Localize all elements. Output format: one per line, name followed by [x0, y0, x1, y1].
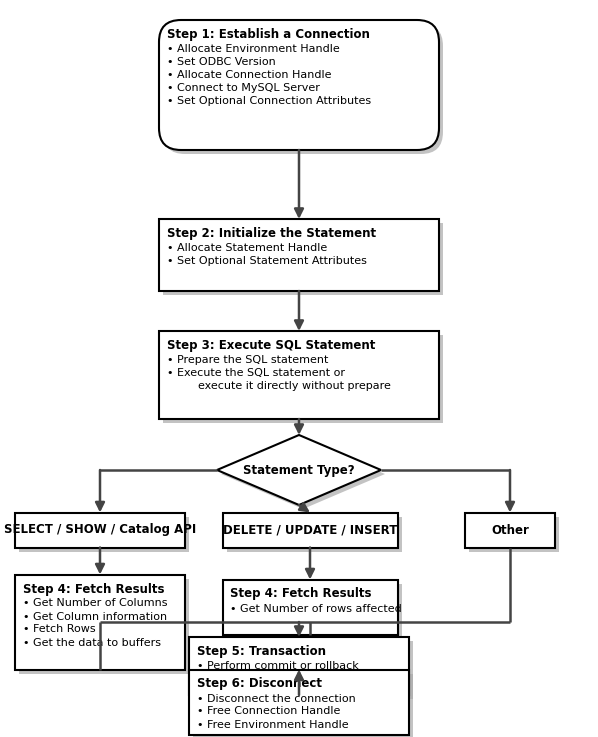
FancyBboxPatch shape	[227, 517, 401, 551]
Text: • Fetch Rows: • Fetch Rows	[23, 624, 96, 635]
FancyBboxPatch shape	[222, 579, 398, 635]
Text: • Free Connection Handle: • Free Connection Handle	[197, 707, 340, 716]
Text: • Set Optional Statement Attributes: • Set Optional Statement Attributes	[167, 256, 367, 266]
Text: Step 5: Transaction: Step 5: Transaction	[197, 645, 326, 658]
Text: Step 4: Fetch Results: Step 4: Fetch Results	[230, 587, 372, 601]
FancyBboxPatch shape	[19, 579, 189, 674]
FancyBboxPatch shape	[227, 584, 401, 638]
FancyBboxPatch shape	[465, 512, 555, 548]
FancyBboxPatch shape	[19, 517, 189, 551]
Text: • Get Number of Columns: • Get Number of Columns	[23, 598, 167, 609]
FancyBboxPatch shape	[222, 512, 398, 548]
Text: • Allocate Environment Handle: • Allocate Environment Handle	[167, 44, 340, 54]
FancyBboxPatch shape	[159, 20, 439, 150]
Text: • Set Optional Connection Attributes: • Set Optional Connection Attributes	[167, 96, 371, 106]
Text: Step 2: Initialize the Statement: Step 2: Initialize the Statement	[167, 227, 376, 240]
FancyBboxPatch shape	[193, 641, 413, 699]
Text: Step 3: Execute SQL Statement: Step 3: Execute SQL Statement	[167, 339, 376, 352]
Polygon shape	[217, 435, 381, 505]
Text: Other: Other	[491, 523, 529, 537]
FancyBboxPatch shape	[15, 512, 185, 548]
Text: • Set ODBC Version: • Set ODBC Version	[167, 57, 276, 67]
Text: • Prepare the SQL statement: • Prepare the SQL statement	[167, 355, 328, 365]
Text: • Allocate Connection Handle: • Allocate Connection Handle	[167, 70, 331, 80]
FancyBboxPatch shape	[163, 335, 443, 423]
Text: • Free Environment Handle: • Free Environment Handle	[197, 719, 349, 730]
FancyBboxPatch shape	[159, 219, 439, 291]
FancyBboxPatch shape	[15, 575, 185, 669]
FancyBboxPatch shape	[193, 674, 413, 737]
FancyBboxPatch shape	[159, 331, 439, 419]
Text: execute it directly without prepare: execute it directly without prepare	[177, 381, 391, 391]
Text: Statement Type?: Statement Type?	[243, 464, 355, 477]
Text: • Get the data to buffers: • Get the data to buffers	[23, 638, 161, 648]
Text: • Perform commit or rollback: • Perform commit or rollback	[197, 661, 359, 671]
Text: • Disconnect the connection: • Disconnect the connection	[197, 694, 356, 704]
Text: Step 4: Fetch Results: Step 4: Fetch Results	[23, 582, 164, 595]
FancyBboxPatch shape	[189, 637, 409, 695]
Text: • Get Column information: • Get Column information	[23, 612, 167, 621]
Text: Step 6: Disconnect: Step 6: Disconnect	[197, 677, 322, 691]
FancyBboxPatch shape	[163, 223, 443, 295]
Text: • Get Number of rows affected: • Get Number of rows affected	[230, 604, 402, 613]
Text: • Connect to MySQL Server: • Connect to MySQL Server	[167, 83, 320, 93]
FancyBboxPatch shape	[469, 517, 559, 551]
Text: • Allocate Statement Handle: • Allocate Statement Handle	[167, 243, 327, 253]
Text: • Execute the SQL statement or: • Execute the SQL statement or	[167, 368, 345, 378]
Polygon shape	[221, 439, 385, 509]
Text: DELETE / UPDATE / INSERT: DELETE / UPDATE / INSERT	[223, 523, 397, 537]
Text: SELECT / SHOW / Catalog API: SELECT / SHOW / Catalog API	[4, 523, 196, 537]
Text: Step 1: Establish a Connection: Step 1: Establish a Connection	[167, 28, 370, 41]
FancyBboxPatch shape	[189, 669, 409, 735]
FancyBboxPatch shape	[163, 24, 443, 154]
